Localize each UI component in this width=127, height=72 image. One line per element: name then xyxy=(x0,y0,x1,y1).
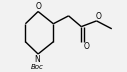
Text: O: O xyxy=(83,42,89,51)
Text: Boc: Boc xyxy=(30,64,43,70)
Text: O: O xyxy=(96,12,102,21)
Text: O: O xyxy=(35,2,41,11)
Text: N: N xyxy=(34,55,40,64)
